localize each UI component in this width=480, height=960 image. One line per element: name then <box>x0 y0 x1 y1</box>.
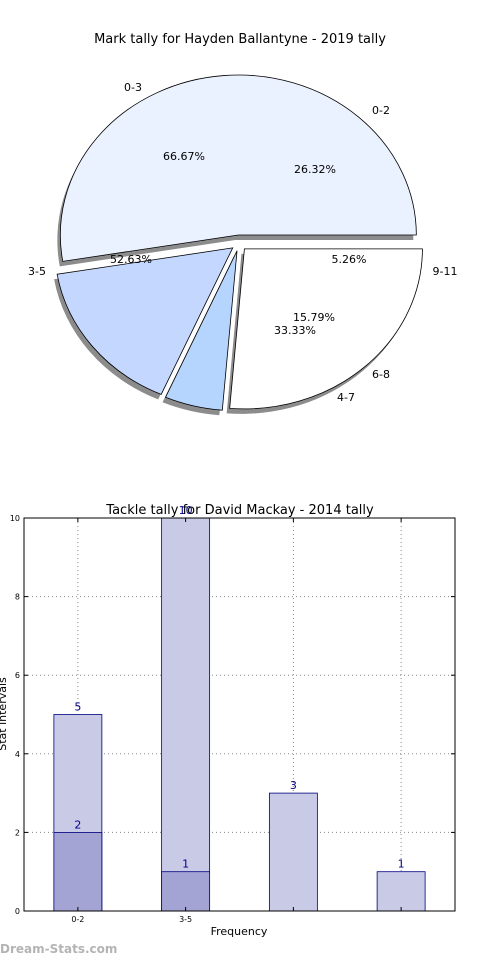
pie-slice-3-5 <box>59 74 417 262</box>
bar-value-label: 1 <box>398 858 405 871</box>
bar-y-tick-label: 2 <box>15 828 20 837</box>
pie-percent-label: 52.63% <box>110 253 152 266</box>
bar-chart: 0 2 4 6 8 10 0-2 3-5 5 10 3 1 2 1 Tackle tally for … <box>0 503 456 938</box>
pie-slice-group <box>56 74 423 411</box>
bar-plot-frame <box>23 517 456 912</box>
pie-slice-0-2 <box>229 248 423 410</box>
bar-y-axis-ticks: 0 2 4 6 8 10 <box>10 514 455 916</box>
bar-chart-title: Tackle tally for David Mackay - 2014 tal… <box>105 503 374 518</box>
bar-value-label: 3 <box>290 779 297 792</box>
pie-inner-percent-label: 33.33% <box>274 324 316 337</box>
bar-series-0-bar <box>376 871 426 912</box>
bar-x-tick-label: 0-2 <box>71 915 84 924</box>
pie-chart: Mark tally for Hayden Ballantyne - 2019 … <box>28 32 457 416</box>
pie-percent-label: 15.79% <box>293 311 335 324</box>
bar-value-label: 1 <box>182 858 189 871</box>
watermark: Dream-Stats.com <box>0 942 118 956</box>
bar-x-tick-label: 3-5 <box>179 915 192 924</box>
bar-series-0-bar <box>161 517 211 912</box>
pie-category-label: 3-5 <box>28 265 46 278</box>
pie-category-label: 4-7 <box>337 391 355 404</box>
pie-category-label: 9-11 <box>433 265 458 278</box>
pie-slice-9-11 <box>164 250 238 411</box>
bar-series-1-bar <box>161 871 211 912</box>
bar-x-axis-label: Frequency <box>211 925 268 938</box>
pie-category-label: 0-3 <box>124 81 142 94</box>
bar-y-axis-label: Stat intervals <box>0 677 9 751</box>
pie-inner-percent-label: 66.67% <box>163 150 205 163</box>
bar-y-tick-label: 6 <box>15 671 20 680</box>
pie-slice-6-8 <box>56 247 234 395</box>
bar-bar-group <box>53 517 426 912</box>
pie-percent-label: 26.32% <box>294 163 336 176</box>
bar-x-axis-ticks: 0-2 3-5 <box>71 518 402 924</box>
pie-chart-title: Mark tally for Hayden Ballantyne - 2019 … <box>94 32 386 47</box>
bar-y-tick-label: 10 <box>10 514 20 523</box>
pie-percent-label: 5.26% <box>332 253 367 266</box>
bar-y-tick-label: 8 <box>15 593 20 602</box>
bar-value-label: 5 <box>74 701 81 714</box>
bar-value-labels: 5 10 3 1 2 1 <box>74 504 404 871</box>
bar-series-0-bar <box>268 792 318 912</box>
bar-series-1-bar <box>53 832 103 912</box>
bar-value-label: 2 <box>74 818 81 831</box>
bar-y-tick-label: 0 <box>15 907 20 916</box>
bar-value-label: 10 <box>179 504 193 517</box>
pie-category-label: 6-8 <box>372 368 390 381</box>
pie-category-label: 0-2 <box>372 104 390 117</box>
pie-label-group: 0-2 9-11 6-8 4-7 3-5 0-3 26.32% 5.26% 15.79% 52.6… <box>28 81 457 404</box>
bar-y-tick-label: 4 <box>15 750 20 759</box>
